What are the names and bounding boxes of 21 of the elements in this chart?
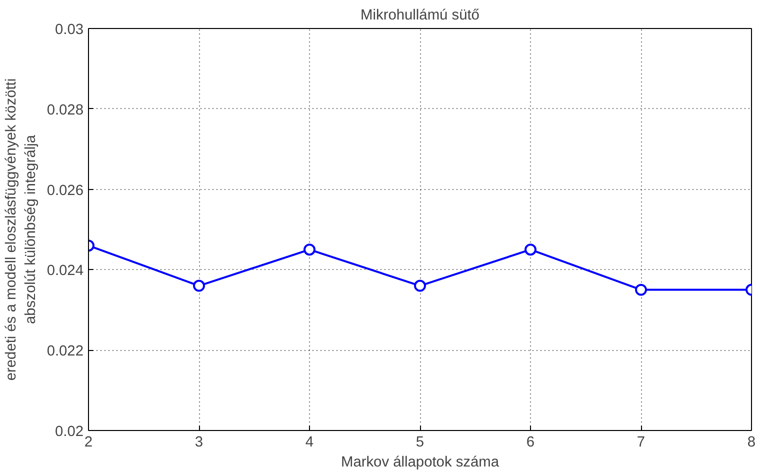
y-tick-label: 0.02	[54, 424, 84, 440]
y-axis-title: eredeti és a modell eloszlásfüggvények közötti abszolút különbség integrálja	[4, 78, 39, 381]
point	[635, 284, 647, 296]
point	[304, 244, 316, 256]
point	[193, 280, 205, 292]
x-tick-label: 8	[747, 434, 756, 450]
x-tick-label: 7	[636, 434, 646, 450]
x-tick-label: 6	[526, 434, 535, 450]
point	[414, 280, 426, 292]
y-tick-label: 0.024	[46, 263, 84, 280]
x-tick-label: 5	[416, 434, 424, 450]
x-axis-title: Markov állapotok száma	[340, 454, 500, 470]
y-tick-label: 0.022	[46, 344, 84, 360]
x-tick-label: 3	[194, 434, 204, 450]
x-tick-label: 2	[84, 434, 93, 450]
chart-title: Mikrohullámú sütő	[360, 8, 480, 24]
y-tick-label: 0.028	[46, 102, 84, 118]
x-tick-label: 4	[305, 434, 314, 450]
y-tick-label: 0.03	[54, 22, 84, 38]
point	[524, 244, 536, 256]
y-tick-label: 0.026	[46, 182, 84, 199]
